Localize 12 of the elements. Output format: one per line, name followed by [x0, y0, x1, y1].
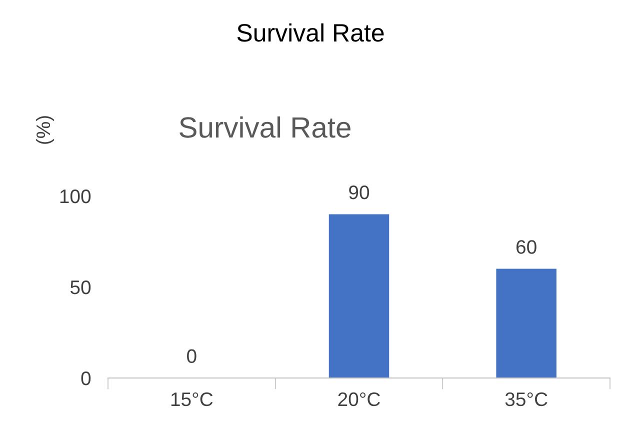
y-tick-label: 0 — [81, 371, 91, 386]
y-axis-title: (%) — [36, 116, 54, 144]
data-label: 60 — [516, 240, 536, 254]
data-label: 90 — [349, 185, 370, 200]
y-tick-label: 50 — [70, 280, 91, 294]
x-tick-label: 15°C — [171, 392, 213, 406]
chart-title: Survival Rate — [237, 23, 384, 42]
x-tick-label: 35°C — [505, 392, 548, 406]
y-tick-label: 100 — [60, 189, 91, 204]
chart-subtitle: Survival Rate — [180, 116, 350, 138]
data-label: 0 — [187, 349, 196, 364]
x-tick-label: 20°C — [338, 392, 380, 406]
